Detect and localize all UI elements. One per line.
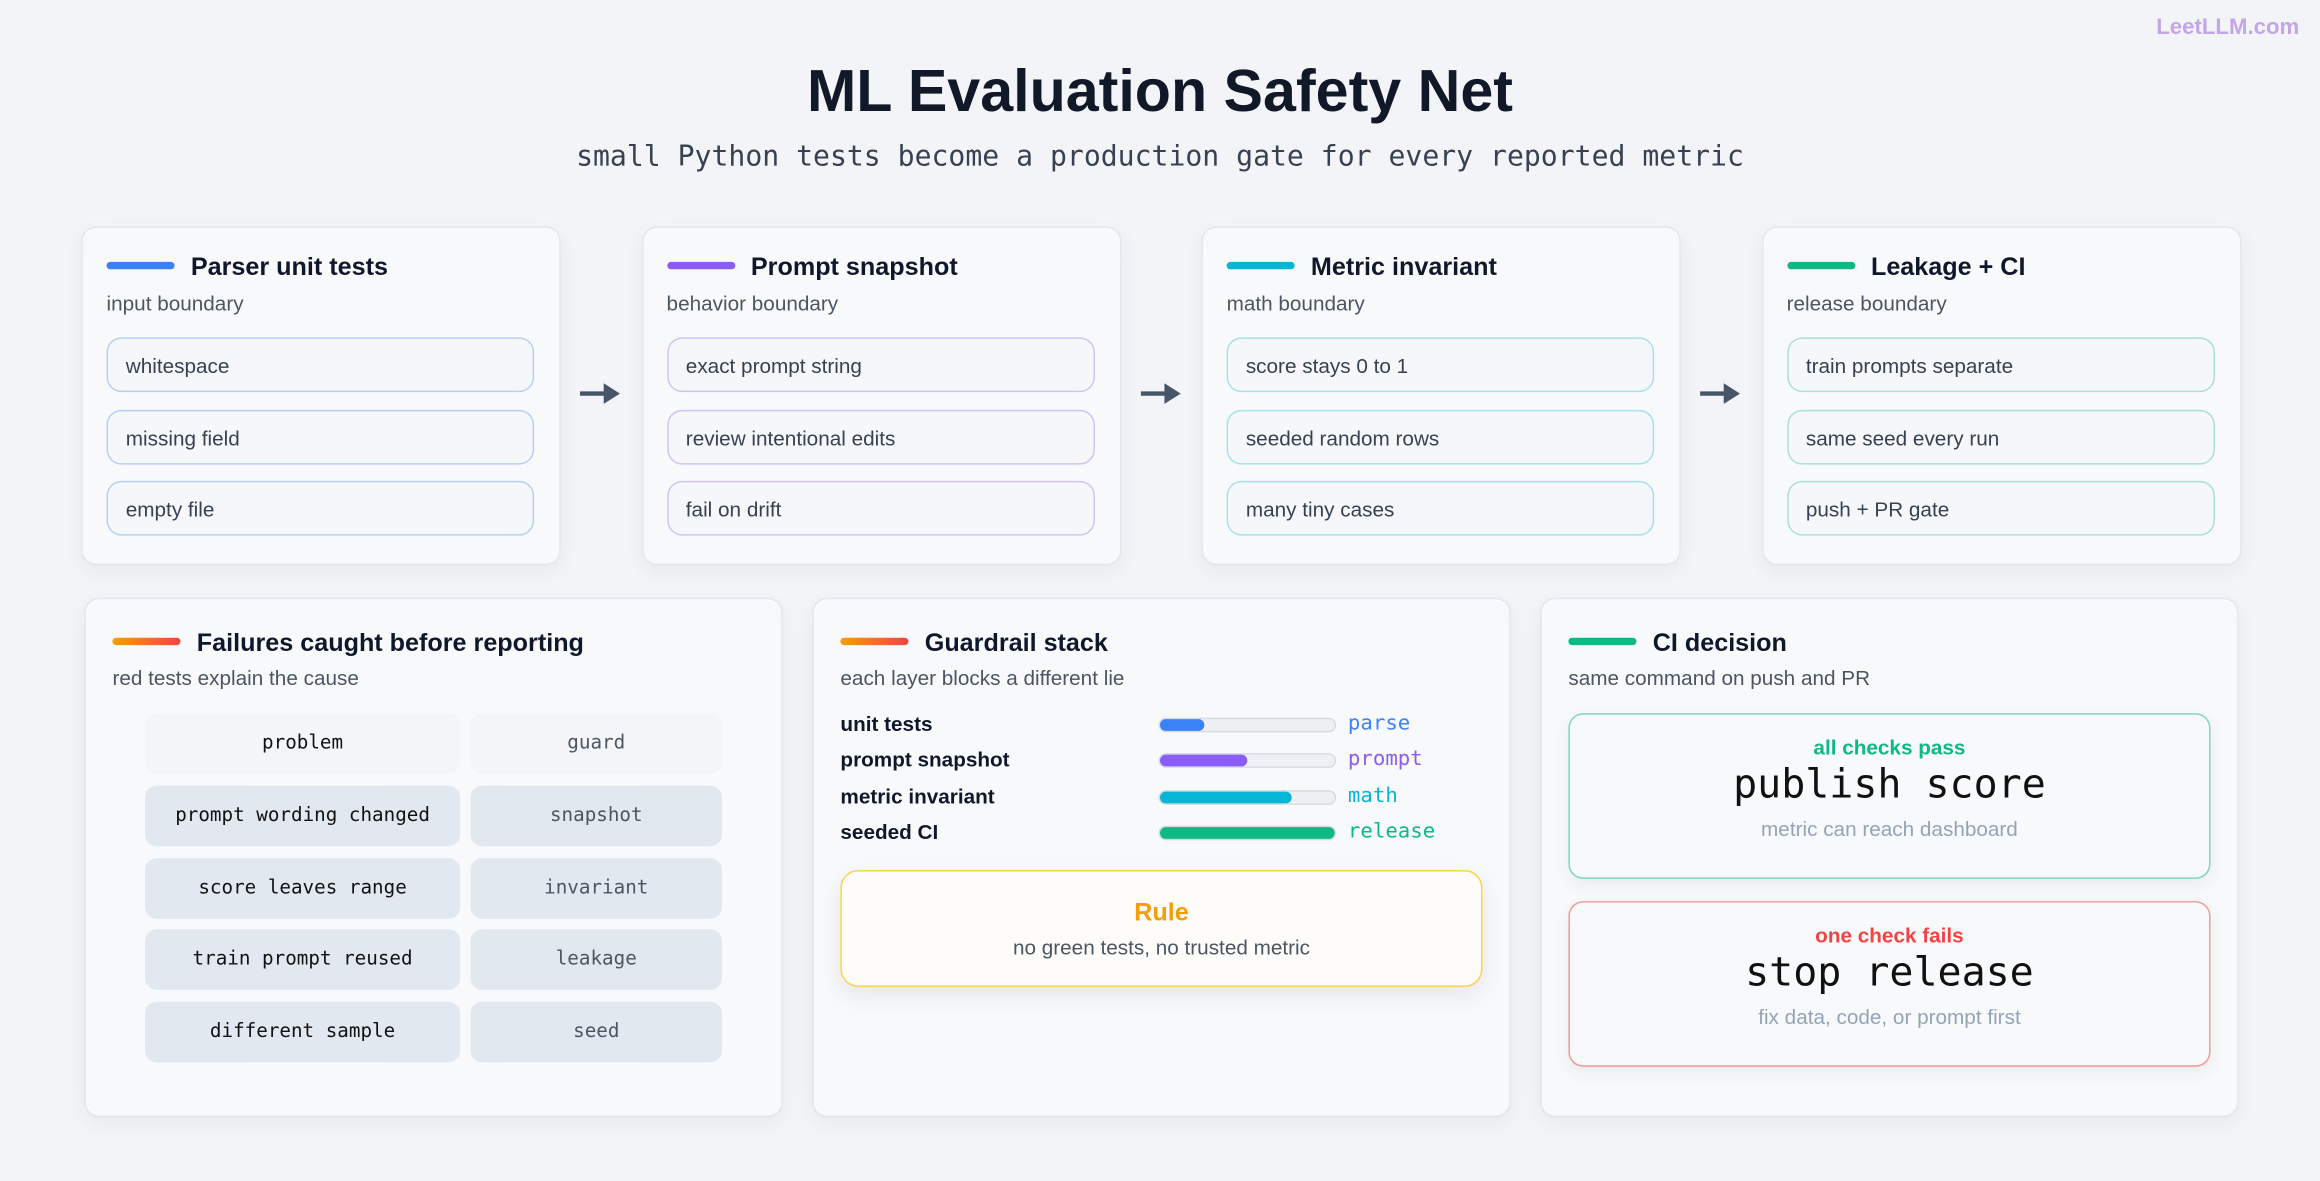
stage-subtitle: release boundary (1786, 291, 1947, 316)
brand: LeetLLM.com (2156, 14, 2300, 40)
arrow (1140, 379, 1181, 409)
ci-card: CI decision same command on push and PR al… (1540, 597, 2239, 1118)
stage-title: Leakage + CI (1870, 253, 2026, 282)
stage-title: Prompt snapshot (750, 253, 958, 282)
layer-tag: prompt (1347, 747, 1423, 772)
stage-card: Metric invariant math boundary score stays… (1201, 226, 1681, 566)
accent (112, 637, 181, 646)
outcome-box: all checks pass publish score metric can r… (1568, 713, 2211, 879)
arrow (1700, 379, 1741, 409)
accent (1568, 637, 1637, 646)
outcome-action: publish score (1733, 761, 2046, 808)
stage-card: Leakage + CI release boundary train prompt… (1761, 226, 2241, 566)
outcome-note: metric can reach dashboard (1761, 816, 2018, 841)
stage-card: Prompt snapshot behavior boundary exact pr… (641, 226, 1121, 566)
failures-card: Failures caught before reporting red test… (84, 597, 783, 1118)
stage-item: missing field (106, 409, 535, 464)
outcome-note: fix data, code, or prompt first (1758, 1004, 2021, 1029)
stage-item: many tiny cases (1226, 480, 1655, 536)
bar (1160, 755, 1248, 767)
panel-subtitle: same command on push and PR (1568, 665, 1871, 690)
outcome-action: stop release (1745, 949, 2034, 996)
arrow (580, 379, 621, 409)
rule-text: no green tests, no trusted metric (1012, 935, 1311, 959)
stage-title: Metric invariant (1310, 253, 1497, 282)
layer-name: prompt snapshot (840, 747, 1010, 772)
panel-subtitle: each layer blocks a different lie (840, 665, 1125, 690)
stage-item: seeded random rows (1226, 409, 1655, 464)
column-header: guard (470, 713, 723, 774)
stage-subtitle: math boundary (1226, 291, 1365, 316)
column-header: problem (145, 713, 461, 774)
stage-item: exact prompt string (666, 337, 1095, 393)
problem-cell: different sample (145, 1001, 461, 1063)
bar-track (1158, 753, 1337, 769)
layer-name: unit tests (840, 711, 933, 736)
stage-card: Parser unit tests input boundary whitespac… (81, 226, 561, 566)
stage-item: push + PR gate (1786, 480, 2215, 536)
bar (1160, 790, 1291, 803)
stage-item: fail on drift (666, 480, 1095, 536)
layer-name: seeded CI (840, 819, 939, 844)
rule-title: Rule (1134, 898, 1189, 927)
panel-title: Failures caught before reporting (196, 628, 584, 657)
bar (1160, 826, 1335, 839)
panel-subtitle: red tests explain the cause (112, 665, 359, 690)
outcome-status: all checks pass (1813, 735, 1966, 760)
layer-tag: release (1347, 819, 1436, 844)
panel-title: Guardrail stack (924, 628, 1108, 657)
stage-item: score stays 0 to 1 (1226, 337, 1655, 393)
title: ML Evaluation Safety Net (807, 59, 1514, 125)
bar (1160, 719, 1204, 731)
layer-tag: parse (1347, 711, 1411, 736)
stage-title: Parser unit tests (190, 253, 389, 282)
layer-name: metric invariant (840, 783, 995, 808)
guardrail-card: Guardrail stack each layer blocks a diffe… (812, 597, 1511, 1118)
guard-cell: snapshot (470, 785, 723, 847)
accent (840, 637, 909, 646)
arrow-icon (1700, 383, 1741, 404)
stage-item: review intentional edits (666, 409, 1095, 464)
guard-cell: seed (470, 1001, 723, 1063)
bar-track (1158, 717, 1337, 733)
problem-cell: prompt wording changed (145, 785, 461, 847)
problem-cell: score leaves range (145, 857, 461, 919)
arrow-icon (580, 383, 620, 404)
guard-cell: invariant (470, 857, 723, 919)
guard-cell: leakage (470, 929, 723, 991)
stage-subtitle: input boundary (106, 291, 244, 316)
rule-box: Rule no green tests, no trusted metric (840, 870, 1483, 987)
problem-cell: train prompt reused (145, 929, 461, 991)
stage-item: train prompts separate (1786, 337, 2215, 393)
accent (1226, 261, 1295, 270)
stage-item: same seed every run (1786, 409, 2215, 464)
accent (106, 261, 175, 270)
layer-tag: math (1347, 783, 1398, 808)
stage-subtitle: behavior boundary (666, 291, 839, 316)
arrow-icon (1140, 383, 1180, 404)
stage-item: whitespace (106, 337, 535, 393)
outcome-box: one check fails stop release fix data, cod… (1568, 901, 2211, 1067)
stage-item: empty file (106, 480, 535, 536)
accent (1786, 261, 1855, 270)
accent (666, 261, 735, 270)
subtitle: small Python tests become a production g… (576, 140, 1744, 174)
outcome-status: one check fails (1815, 923, 1964, 947)
panel-title: CI decision (1652, 628, 1787, 657)
bar-track (1158, 825, 1337, 841)
bar-track (1158, 789, 1337, 805)
